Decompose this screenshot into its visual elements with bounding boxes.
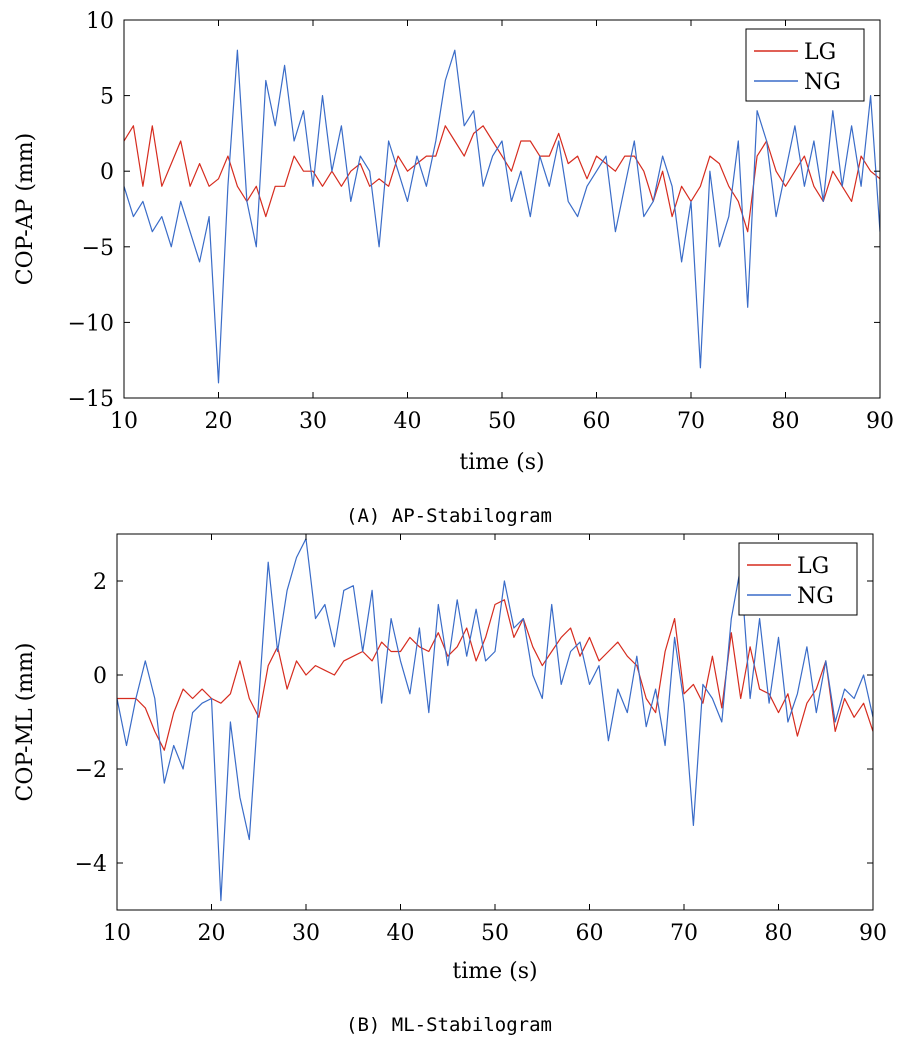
x-tick-label: 30: [292, 921, 320, 946]
figure-caption: (A) AP-Stabilogram: [346, 505, 552, 527]
x-tick-label: 10: [110, 409, 138, 434]
legend-label-ng: NG: [797, 584, 834, 609]
x-tick-label: 70: [677, 409, 705, 434]
x-tick-label: 50: [481, 921, 509, 946]
x-axis-label: time (s): [459, 450, 544, 475]
x-tick-label: 40: [387, 921, 415, 946]
y-tick-label: −4: [75, 852, 107, 877]
y-tick-label: 5: [100, 85, 114, 110]
x-tick-label: 10: [103, 921, 131, 946]
series-line-ng: [117, 538, 873, 902]
legend-label-ng: NG: [804, 70, 841, 95]
x-tick-label: 40: [394, 409, 422, 434]
ml-stabilogram-panel: 10 20 30 40 50 60 70 80 90 −4 −2 0 2 time (s) COP-ML (…: [13, 533, 887, 1036]
y-tick-label: 0: [100, 160, 114, 185]
y-axis-label: COP-AP (mm): [13, 133, 38, 285]
y-tick-label: 10: [86, 9, 114, 34]
x-tick-label: 80: [772, 409, 800, 434]
y-tick-label: −2: [75, 758, 107, 783]
y-tick-label: 2: [93, 570, 107, 595]
x-tick-label: 80: [765, 921, 793, 946]
x-tick-label: 20: [198, 921, 226, 946]
series-line-ng: [124, 49, 880, 384]
x-tick-label: 60: [583, 409, 611, 434]
ap-stabilogram-panel: 10 20 30 40 50 60 70 80 90 −15 −10 −5 0 5 10 time (s) CO…: [13, 9, 894, 527]
legend-label-lg: LG: [797, 554, 829, 579]
figure-caption: (B) ML-Stabilogram: [346, 1014, 552, 1036]
x-tick-label: 50: [488, 409, 516, 434]
y-tick-label: −15: [68, 387, 114, 412]
legend-box: [738, 542, 858, 616]
y-tick-label: −10: [68, 311, 114, 336]
x-tick-label: 90: [866, 409, 894, 434]
y-axis-label: COP-ML (mm): [13, 643, 38, 802]
legend-box: [745, 28, 865, 102]
y-tick-label: −5: [82, 236, 114, 261]
x-tick-label: 20: [205, 409, 233, 434]
x-axis-label: time (s): [452, 959, 537, 984]
legend-label-lg: LG: [804, 40, 836, 65]
x-tick-label: 30: [299, 409, 327, 434]
y-tick-label: 0: [93, 664, 107, 689]
x-tick-label: 90: [859, 921, 887, 946]
series-line-lg: [117, 599, 873, 751]
x-tick-label: 60: [576, 921, 604, 946]
x-tick-label: 70: [670, 921, 698, 946]
